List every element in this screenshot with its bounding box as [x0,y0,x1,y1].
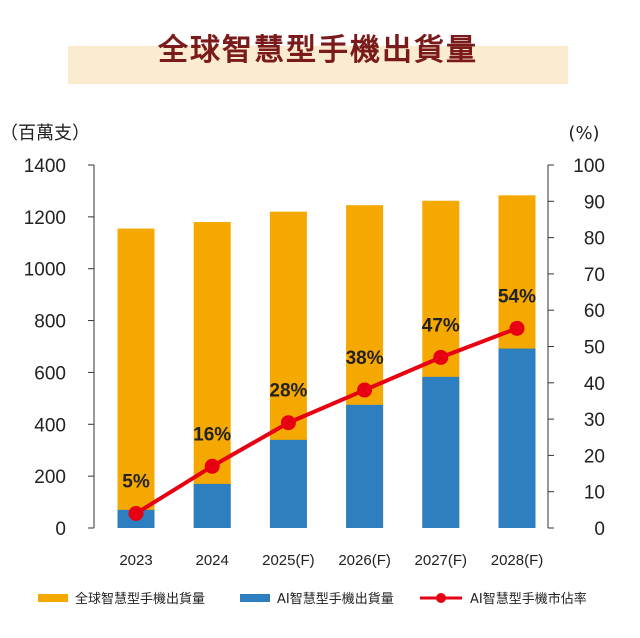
ai-share-point [433,349,449,365]
left-tick-label: 800 [34,312,66,333]
ai-share-point [128,505,144,521]
right-tick-label: 100 [573,156,605,177]
ai-share-data-label: 28% [269,381,307,402]
right-tick-label: 0 [594,519,605,540]
legend-label-total: 全球智慧型手機出貨量 [75,591,205,607]
title-band [68,46,568,84]
right-tick-label: 90 [584,192,605,213]
bars-layer [117,195,536,529]
share-line-layer: 5% 16% 28% 38% 47% 54% [122,286,536,521]
x-tick-label: 2026(F) [338,552,391,569]
right-tick-label: 40 [584,374,605,395]
legend-label-ai: AI智慧型手機出貨量 [277,591,394,607]
x-tick-label: 2028(F) [491,552,544,569]
left-tick-label: 1400 [24,156,66,177]
legend-swatch-total [38,594,68,602]
left-tick-label: 1200 [24,208,66,229]
x-tick-label: 2025(F) [262,552,315,569]
x-tick-label: 2024 [196,552,229,569]
legend-swatch-ai [240,594,270,602]
right-tick-label: 50 [584,338,605,359]
right-axis-unit: (%) [568,123,599,144]
right-tick-label: 20 [584,446,605,467]
right-tick-label: 10 [584,483,605,504]
ai-share-point [357,382,373,398]
left-tick-label: 400 [34,415,66,436]
ai-shipment-bar [346,404,384,528]
ai-share-point [204,458,220,474]
ai-share-data-label: 54% [498,286,536,307]
total-shipment-bar [193,222,231,529]
ai-share-data-label: 47% [422,315,460,336]
legend-marker-share [436,593,446,603]
axes-layer: 0 200 400 600 800 1000 1200 1400 0 10 20 30 40 50 60 70… [24,156,605,569]
chart-title: 全球智慧型手機出貨量 [157,33,478,68]
ai-share-data-label: 16% [193,424,231,445]
ai-shipment-bar [269,439,307,528]
right-tick-label: 30 [584,410,605,431]
ai-shipment-bar [422,376,460,528]
right-tick-label: 80 [584,229,605,250]
legend-label-share: AI智慧型手機市佔率 [470,591,587,607]
left-tick-label: 1000 [24,260,66,281]
left-tick-label: 600 [34,363,66,384]
ai-share-point [280,415,296,431]
x-tick-label: 2023 [119,552,152,569]
ai-share-data-label: 38% [346,348,384,369]
right-tick-label: 70 [584,265,605,286]
x-tick-label: 2027(F) [415,552,468,569]
right-tick-label: 60 [584,301,605,322]
left-axis-unit: （百萬支） [0,123,90,144]
ai-share-data-label: 5% [122,471,150,492]
ai-share-line [134,326,518,516]
ai-share-point [509,320,525,336]
ai-shipment-bar [193,483,231,528]
ai-shipment-bar [498,348,536,528]
total-shipment-bar [117,228,155,528]
left-tick-label: 200 [34,467,66,488]
legend: 全球智慧型手機出貨量 AI智慧型手機出貨量 AI智慧型手機市佔率 [38,591,587,607]
left-tick-label: 0 [55,519,66,540]
